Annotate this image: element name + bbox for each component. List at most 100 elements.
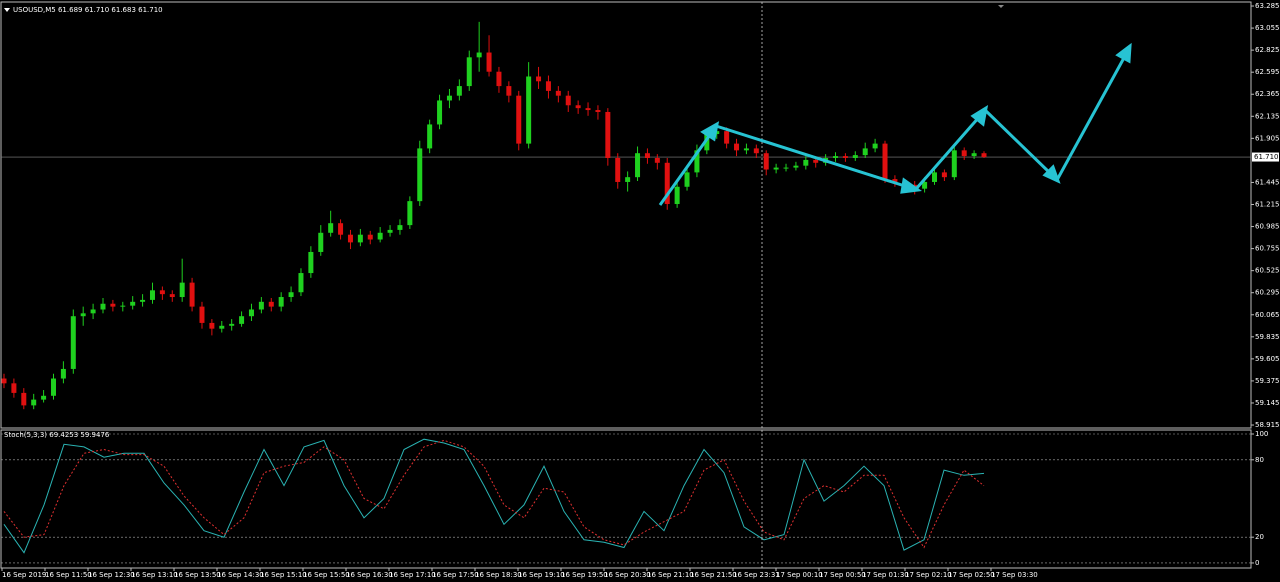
candle-body (446, 95, 452, 101)
candle-body (971, 153, 977, 157)
candle-body (338, 223, 344, 235)
header-menu-icon[interactable] (4, 8, 10, 12)
candle-body (219, 325, 225, 329)
candle-body (229, 323, 235, 326)
x-tick-label: 17 Sep 03:30 (991, 571, 1038, 579)
arrow-head (900, 177, 922, 194)
candle-body (60, 368, 66, 379)
candle-body (892, 179, 898, 182)
candle-body (506, 86, 512, 96)
candle-body (466, 57, 472, 87)
candle-body (555, 90, 561, 96)
x-tick-label: 16 Sep 12:30 (88, 571, 135, 579)
candle-body (159, 290, 165, 295)
candle-body (674, 186, 680, 205)
x-tick-label: 16 Sep 2019 (2, 571, 46, 579)
x-tick-label: 16 Sep 15:10 (260, 571, 307, 579)
y-tick-label: 20 (1255, 533, 1264, 541)
candle-body (941, 172, 947, 178)
candle-body (724, 131, 730, 144)
candle-body (417, 148, 423, 202)
arrow (983, 108, 1053, 176)
candle-body (545, 81, 551, 91)
indicator-pane (0, 429, 1252, 569)
y-tick-label: 62.825 (1255, 46, 1280, 54)
candle-body (11, 383, 17, 393)
candle-body (367, 234, 373, 240)
candle-body (486, 52, 492, 72)
candle-body (833, 156, 839, 158)
arrow-head (1042, 164, 1061, 184)
arrow-head (970, 104, 989, 127)
candle-body (575, 105, 581, 109)
y-tick-label: 60.755 (1255, 245, 1280, 253)
candle-body (387, 229, 393, 233)
current-price-label: 61.710 (1254, 153, 1279, 161)
candle-body (516, 95, 522, 144)
candle-body (179, 282, 185, 298)
candle-body (932, 172, 938, 182)
candle-body (961, 150, 967, 157)
candle-body (1, 378, 7, 384)
candle-body (120, 305, 126, 307)
candle-body (951, 150, 957, 178)
y-tick-label: 0 (1255, 559, 1259, 567)
candle-body (793, 165, 799, 168)
candle-body (90, 309, 96, 314)
candle-body (110, 303, 116, 307)
candle-body (100, 303, 106, 310)
candle-body (595, 110, 601, 112)
candle-body (427, 124, 433, 149)
y-tick-label: 60.985 (1255, 223, 1280, 231)
candle-body (872, 143, 878, 149)
y-tick-label: 60.295 (1255, 289, 1280, 297)
candle-body (397, 225, 403, 230)
candle-body (308, 251, 314, 274)
y-tick-label: 80 (1255, 456, 1264, 464)
arrow (658, 131, 714, 206)
candle-body (130, 301, 136, 306)
candle-body (526, 76, 532, 144)
x-tick-label: 16 Sep 17:10 (389, 571, 436, 579)
x-tick-label: 17 Sep 00:50 (819, 571, 866, 579)
candle-body (377, 232, 383, 240)
candle-body (288, 292, 294, 298)
x-tick-label: 16 Sep 21:50 (690, 571, 737, 579)
candle-body (50, 378, 56, 396)
y-tick-label: 59.835 (1255, 333, 1280, 341)
candle-body (70, 316, 76, 369)
y-tick-label: 100 (1255, 430, 1268, 438)
candle-body (21, 392, 27, 406)
x-tick-label: 16 Sep 16:30 (346, 571, 393, 579)
arrow (715, 124, 909, 189)
candle-body (684, 172, 690, 187)
candle-body (248, 309, 254, 317)
indicator-title: Stoch(5,3,3) 69.4253 59.9476 (4, 431, 110, 439)
candle-body (753, 148, 759, 154)
candle-body (496, 71, 502, 87)
candle-body (199, 306, 205, 323)
candle-body (743, 148, 749, 151)
x-tick-label: 16 Sep 11:50 (45, 571, 92, 579)
y-tick-label: 60.525 (1255, 267, 1280, 275)
indicator-line (3, 438, 985, 554)
candle-body (298, 273, 304, 293)
drawn-arrows (658, 42, 1132, 206)
x-tick-label: 16 Sep 18:30 (475, 571, 522, 579)
candle-body (357, 234, 363, 243)
candle-body (437, 100, 443, 125)
candle-body (149, 290, 155, 300)
candle-body (456, 86, 462, 96)
x-tick-label: 16 Sep 17:50 (432, 571, 479, 579)
y-tick-label: 60.065 (1255, 311, 1280, 319)
x-tick-label: 16 Sep 23:31 (733, 571, 780, 579)
indicator-line (3, 439, 985, 549)
arrow-head (1115, 42, 1132, 64)
candle-body (625, 177, 631, 182)
candle-body (981, 153, 987, 158)
arrow (914, 115, 982, 190)
candle-body (813, 159, 819, 163)
y-tick-label: 62.595 (1255, 68, 1280, 76)
candle-body (763, 153, 769, 170)
